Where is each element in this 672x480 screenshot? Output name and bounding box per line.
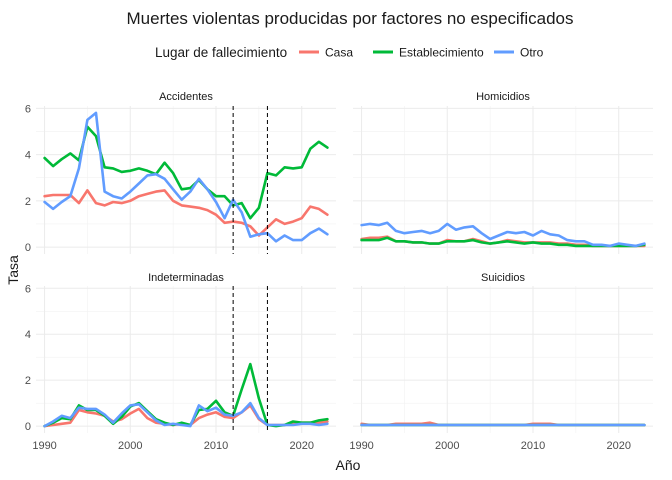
x-tick-label: 1990 xyxy=(32,440,56,452)
chart-title: Muertes violentas producidas por factore… xyxy=(127,9,574,28)
y-tick-label: 0 xyxy=(25,421,31,433)
legend: Lugar de fallecimiento Casa Establecimient… xyxy=(155,45,544,60)
y-tick-label: 2 xyxy=(25,375,31,387)
y-tick-label: 4 xyxy=(25,150,31,162)
y-tick-label: 4 xyxy=(25,329,31,341)
y-tick-label: 6 xyxy=(25,103,31,115)
legend-entry-otro: Otro xyxy=(520,46,544,60)
series-line-accidentes-casa xyxy=(43,189,329,237)
y-tick-label: 2 xyxy=(25,196,31,208)
x-tick-label: 2010 xyxy=(521,440,545,452)
panel-title-indeterminadas: Indeterminadas xyxy=(148,272,224,284)
x-tick-label: 2020 xyxy=(289,440,313,452)
panel-title-accidentes: Accidentes xyxy=(159,91,213,103)
panel-homicidios: Homicidios xyxy=(353,91,653,254)
panel-accidentes: Accidentes 0 2 4 6 xyxy=(25,91,336,254)
legend-entry-establecimiento: Establecimiento xyxy=(399,46,484,60)
x-tick-label: 2010 xyxy=(204,440,228,452)
x-tick-label: 2000 xyxy=(118,440,142,452)
x-tick-label: 2020 xyxy=(606,440,630,452)
x-tick-label: 2000 xyxy=(435,440,459,452)
x-axis-label: Año xyxy=(336,457,361,473)
legend-entry-casa: Casa xyxy=(325,46,353,60)
panel-suicidios: Suicidios 1990 2000 2010 2020 xyxy=(349,272,653,452)
series-line-accidentes-otro xyxy=(43,111,329,243)
panel-title-homicidios: Homicidios xyxy=(476,91,530,103)
series-line-indeterminadas-otro xyxy=(43,401,329,428)
panel-indeterminadas: Indeterminadas 0 2 4 6 1990 2000 2010 2020 xyxy=(25,272,336,452)
y-tick-label: 0 xyxy=(25,242,31,254)
series-line-homicidios-otro xyxy=(360,221,646,248)
series-line-accidentes-establecimiento xyxy=(43,125,329,220)
y-tick-label: 6 xyxy=(25,283,31,295)
y-axis-label: Tasa xyxy=(5,255,21,285)
x-tick-label: 1990 xyxy=(349,440,373,452)
panel-title-suicidios: Suicidios xyxy=(481,272,526,284)
legend-title: Lugar de fallecimiento xyxy=(155,45,287,60)
panels: Accidentes 0 2 4 6 Homicidios Indeterminadas 0 2… xyxy=(25,91,653,452)
